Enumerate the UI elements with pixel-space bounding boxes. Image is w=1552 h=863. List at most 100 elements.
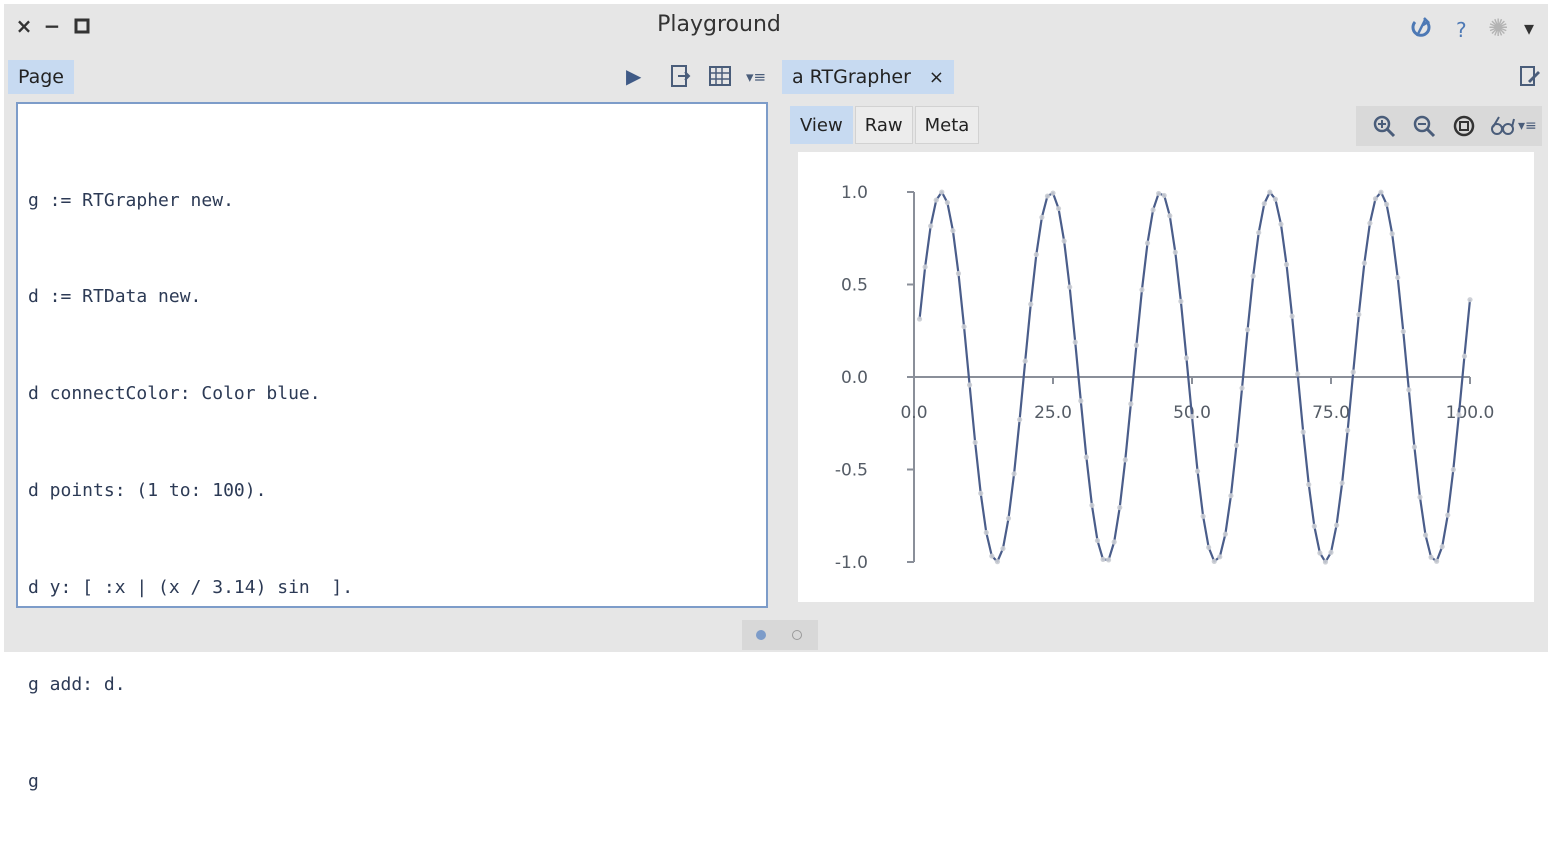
minimize-window-icon[interactable]: −	[43, 14, 61, 38]
data-point	[1439, 544, 1445, 550]
data-point	[1456, 412, 1462, 418]
data-point	[1317, 550, 1323, 556]
view-tabs: View Raw Meta	[790, 106, 981, 146]
code-text: g := RTGrapher new. d := RTData new. d c…	[28, 120, 353, 863]
data-point	[1278, 221, 1284, 227]
export-icon[interactable]	[670, 64, 692, 93]
graph-canvas[interactable]: 1.0 0.5 0.0 -0.5 -1.0 0.0 25.0 50.0 75.0 100.0	[798, 152, 1534, 602]
zoom-toolbar: ▾≡	[1356, 106, 1542, 146]
view-menu-icon[interactable]: ▾≡	[1518, 118, 1537, 134]
data-point	[972, 439, 978, 446]
data-point	[989, 553, 995, 559]
data-point	[955, 270, 962, 277]
data-point	[983, 529, 989, 536]
data-point	[1033, 251, 1039, 258]
data-point	[1083, 454, 1089, 460]
data-point	[1200, 513, 1206, 519]
inspector-pane: a RTGrapher × View Raw Meta	[782, 58, 1548, 618]
data-point	[1144, 240, 1151, 246]
data-point	[1384, 201, 1390, 207]
edit-icon[interactable]	[1518, 64, 1542, 93]
data-point	[1067, 284, 1073, 290]
data-point	[1445, 512, 1451, 518]
zoom-fit-icon[interactable]	[1452, 114, 1476, 143]
code-line: d connectColor: Color blue.	[28, 383, 321, 405]
data-point	[1395, 274, 1401, 281]
data-point	[1005, 515, 1012, 521]
data-point	[1167, 213, 1173, 219]
data-point	[1256, 229, 1262, 236]
zoom-in-icon[interactable]	[1372, 114, 1396, 143]
data-point	[1283, 261, 1290, 268]
data-point	[1306, 481, 1312, 488]
data-point	[1289, 313, 1295, 319]
data-point	[1022, 358, 1028, 364]
data-point	[994, 559, 1000, 565]
data-point	[1295, 371, 1301, 377]
window-menu-chevron-icon[interactable]: ▾	[1524, 16, 1535, 40]
data-point	[1133, 342, 1139, 348]
help-icon[interactable]: ?	[1456, 18, 1467, 42]
tab-meta[interactable]: Meta	[914, 106, 980, 144]
data-point	[1211, 558, 1217, 564]
data-point	[1017, 416, 1023, 423]
bindings-table-icon[interactable]	[708, 64, 732, 93]
data-point	[961, 324, 967, 330]
data-point	[1428, 554, 1434, 560]
data-point	[1450, 467, 1456, 473]
data-point	[1078, 398, 1084, 404]
page-dot-2[interactable]	[792, 630, 802, 640]
data-point	[1039, 214, 1045, 220]
data-point	[1000, 545, 1006, 552]
data-point	[1417, 494, 1423, 500]
data-point	[950, 228, 956, 234]
data-point	[1055, 205, 1062, 212]
data-point	[939, 189, 945, 195]
tab-page-label: Page	[18, 66, 64, 88]
zoom-out-icon[interactable]	[1412, 114, 1436, 143]
data-point	[1333, 522, 1340, 528]
tab-a-rtgrapher[interactable]: a RTGrapher ×	[782, 60, 954, 94]
data-point	[1267, 189, 1273, 195]
x-tick-label: 100.0	[1446, 403, 1495, 423]
tab-view[interactable]: View	[790, 106, 853, 144]
data-point	[1372, 196, 1379, 202]
code-editor[interactable]: g := RTGrapher new. d := RTData new. d c…	[16, 102, 768, 792]
data-point	[1100, 556, 1106, 563]
close-tab-icon[interactable]: ×	[928, 66, 944, 88]
data-point	[1044, 193, 1051, 199]
data-point	[1222, 531, 1228, 537]
data-point	[1345, 427, 1351, 433]
tab-raw[interactable]: Raw	[854, 106, 913, 144]
data-point	[1156, 190, 1162, 197]
run-icon[interactable]: ▶	[626, 64, 642, 88]
settings-gear-icon[interactable]: ✺	[1488, 14, 1509, 42]
tab-page[interactable]: Page	[8, 60, 74, 94]
data-point	[1261, 201, 1267, 207]
close-window-icon[interactable]: ×	[15, 14, 33, 38]
data-point	[1272, 196, 1278, 202]
y-tick-label: 0.5	[841, 276, 868, 296]
data-point	[1378, 189, 1384, 195]
chart-series	[916, 189, 1473, 565]
data-point	[1311, 523, 1317, 529]
data-point	[1183, 355, 1190, 361]
data-point	[1161, 192, 1167, 199]
tab-rtgrapher-label: a RTGrapher	[792, 66, 911, 88]
sine-chart: 1.00.50.0-0.5-1.00.0 25.0 50.0 75.0 100.0	[835, 183, 1495, 573]
x-tick-label: 0.0	[900, 403, 927, 423]
data-point	[1128, 401, 1134, 407]
data-point	[1206, 544, 1212, 551]
data-point	[1356, 311, 1362, 318]
code-line: g add: d.	[28, 674, 126, 696]
page-dot-1[interactable]	[756, 630, 766, 640]
x-tick-label: 75.0	[1312, 403, 1350, 423]
page-menu-icon[interactable]: ▾≡	[746, 68, 767, 86]
data-point	[1111, 539, 1117, 545]
tab-raw-label: Raw	[864, 114, 903, 136]
data-point	[1061, 238, 1067, 244]
inspect-glasses-icon[interactable]	[1490, 114, 1516, 143]
sync-icon[interactable]	[1408, 16, 1434, 45]
maximize-window-icon[interactable]	[70, 12, 94, 40]
code-line: d y: [ :x | (x / 3.14) sin ].	[28, 577, 354, 599]
